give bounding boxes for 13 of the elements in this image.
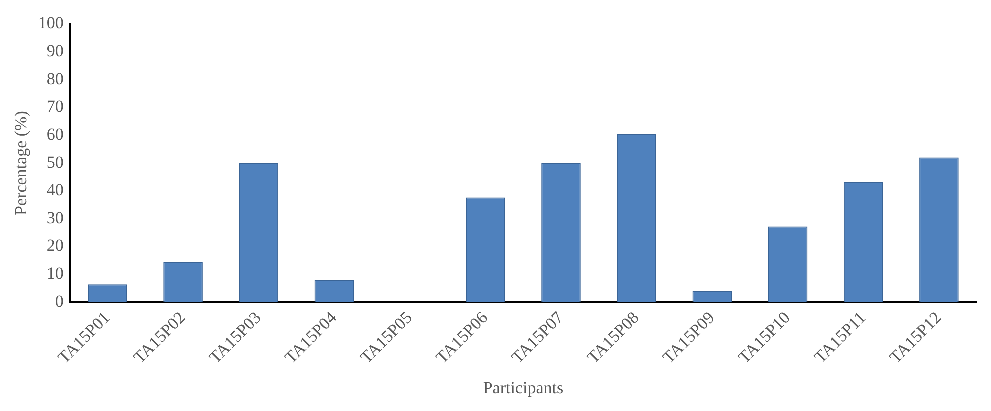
y-tick-label: 30: [46, 208, 64, 228]
y-tick-label: 100: [38, 14, 64, 33]
y-tick-label: 20: [46, 236, 64, 256]
y-tick-label: 10: [46, 264, 64, 284]
y-axis-title: Percentage (%): [12, 111, 31, 216]
x-axis-title: Participants: [483, 378, 564, 398]
y-tick-label: 0: [55, 292, 64, 311]
y-tick-label: 40: [46, 180, 64, 200]
y-tick-label: 50: [46, 152, 64, 172]
y-tick-label: 90: [46, 41, 64, 60]
y-tick-label: 60: [46, 124, 64, 144]
y-tick-label: 70: [46, 97, 64, 116]
y-tick-label: 80: [46, 69, 64, 88]
